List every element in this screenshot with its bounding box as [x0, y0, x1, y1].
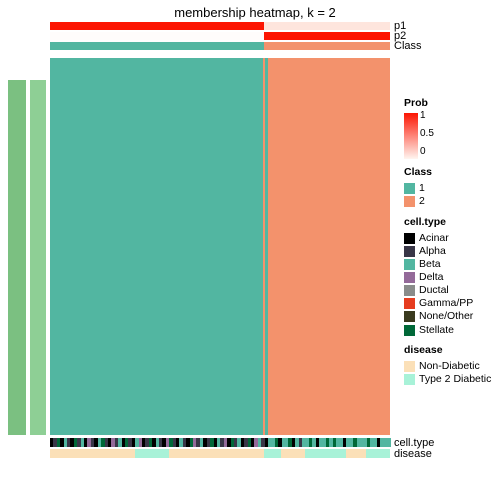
heatmap-body	[50, 58, 390, 435]
legend-prob-title: Prob	[404, 97, 491, 110]
sidebar-outer	[8, 80, 26, 435]
legend-celltype-title: cell.type	[404, 216, 491, 229]
legend-class-title: Class	[404, 166, 491, 179]
legend-disease-title: disease	[404, 344, 491, 357]
celltype-bar	[50, 438, 390, 447]
legend-prob-ticks: 10.50	[420, 111, 434, 165]
p1-bar	[50, 22, 390, 30]
class-bar	[50, 42, 390, 50]
disease-label: disease	[394, 448, 432, 460]
legend-class-items: 12	[404, 182, 491, 208]
sidebar-inner	[30, 80, 46, 435]
legend-prob-gradient: 10.50	[404, 113, 418, 159]
p2-bar	[50, 32, 390, 40]
top-annotation-bars	[50, 22, 390, 50]
disease-bar	[50, 449, 390, 458]
legend-celltype-items: AcinarAlphaBetaDeltaDuctalGamma/PPNone/O…	[404, 232, 491, 337]
bottom-annotation-bars	[50, 438, 390, 458]
chart-title: membership heatmap, k = 2	[120, 5, 390, 20]
class-label: Class	[394, 40, 422, 52]
legend-disease-items: Non-DiabeticType 2 Diabetic	[404, 360, 491, 386]
legend: Prob 10.50 Class 12 cell.type AcinarAlph…	[404, 90, 491, 386]
